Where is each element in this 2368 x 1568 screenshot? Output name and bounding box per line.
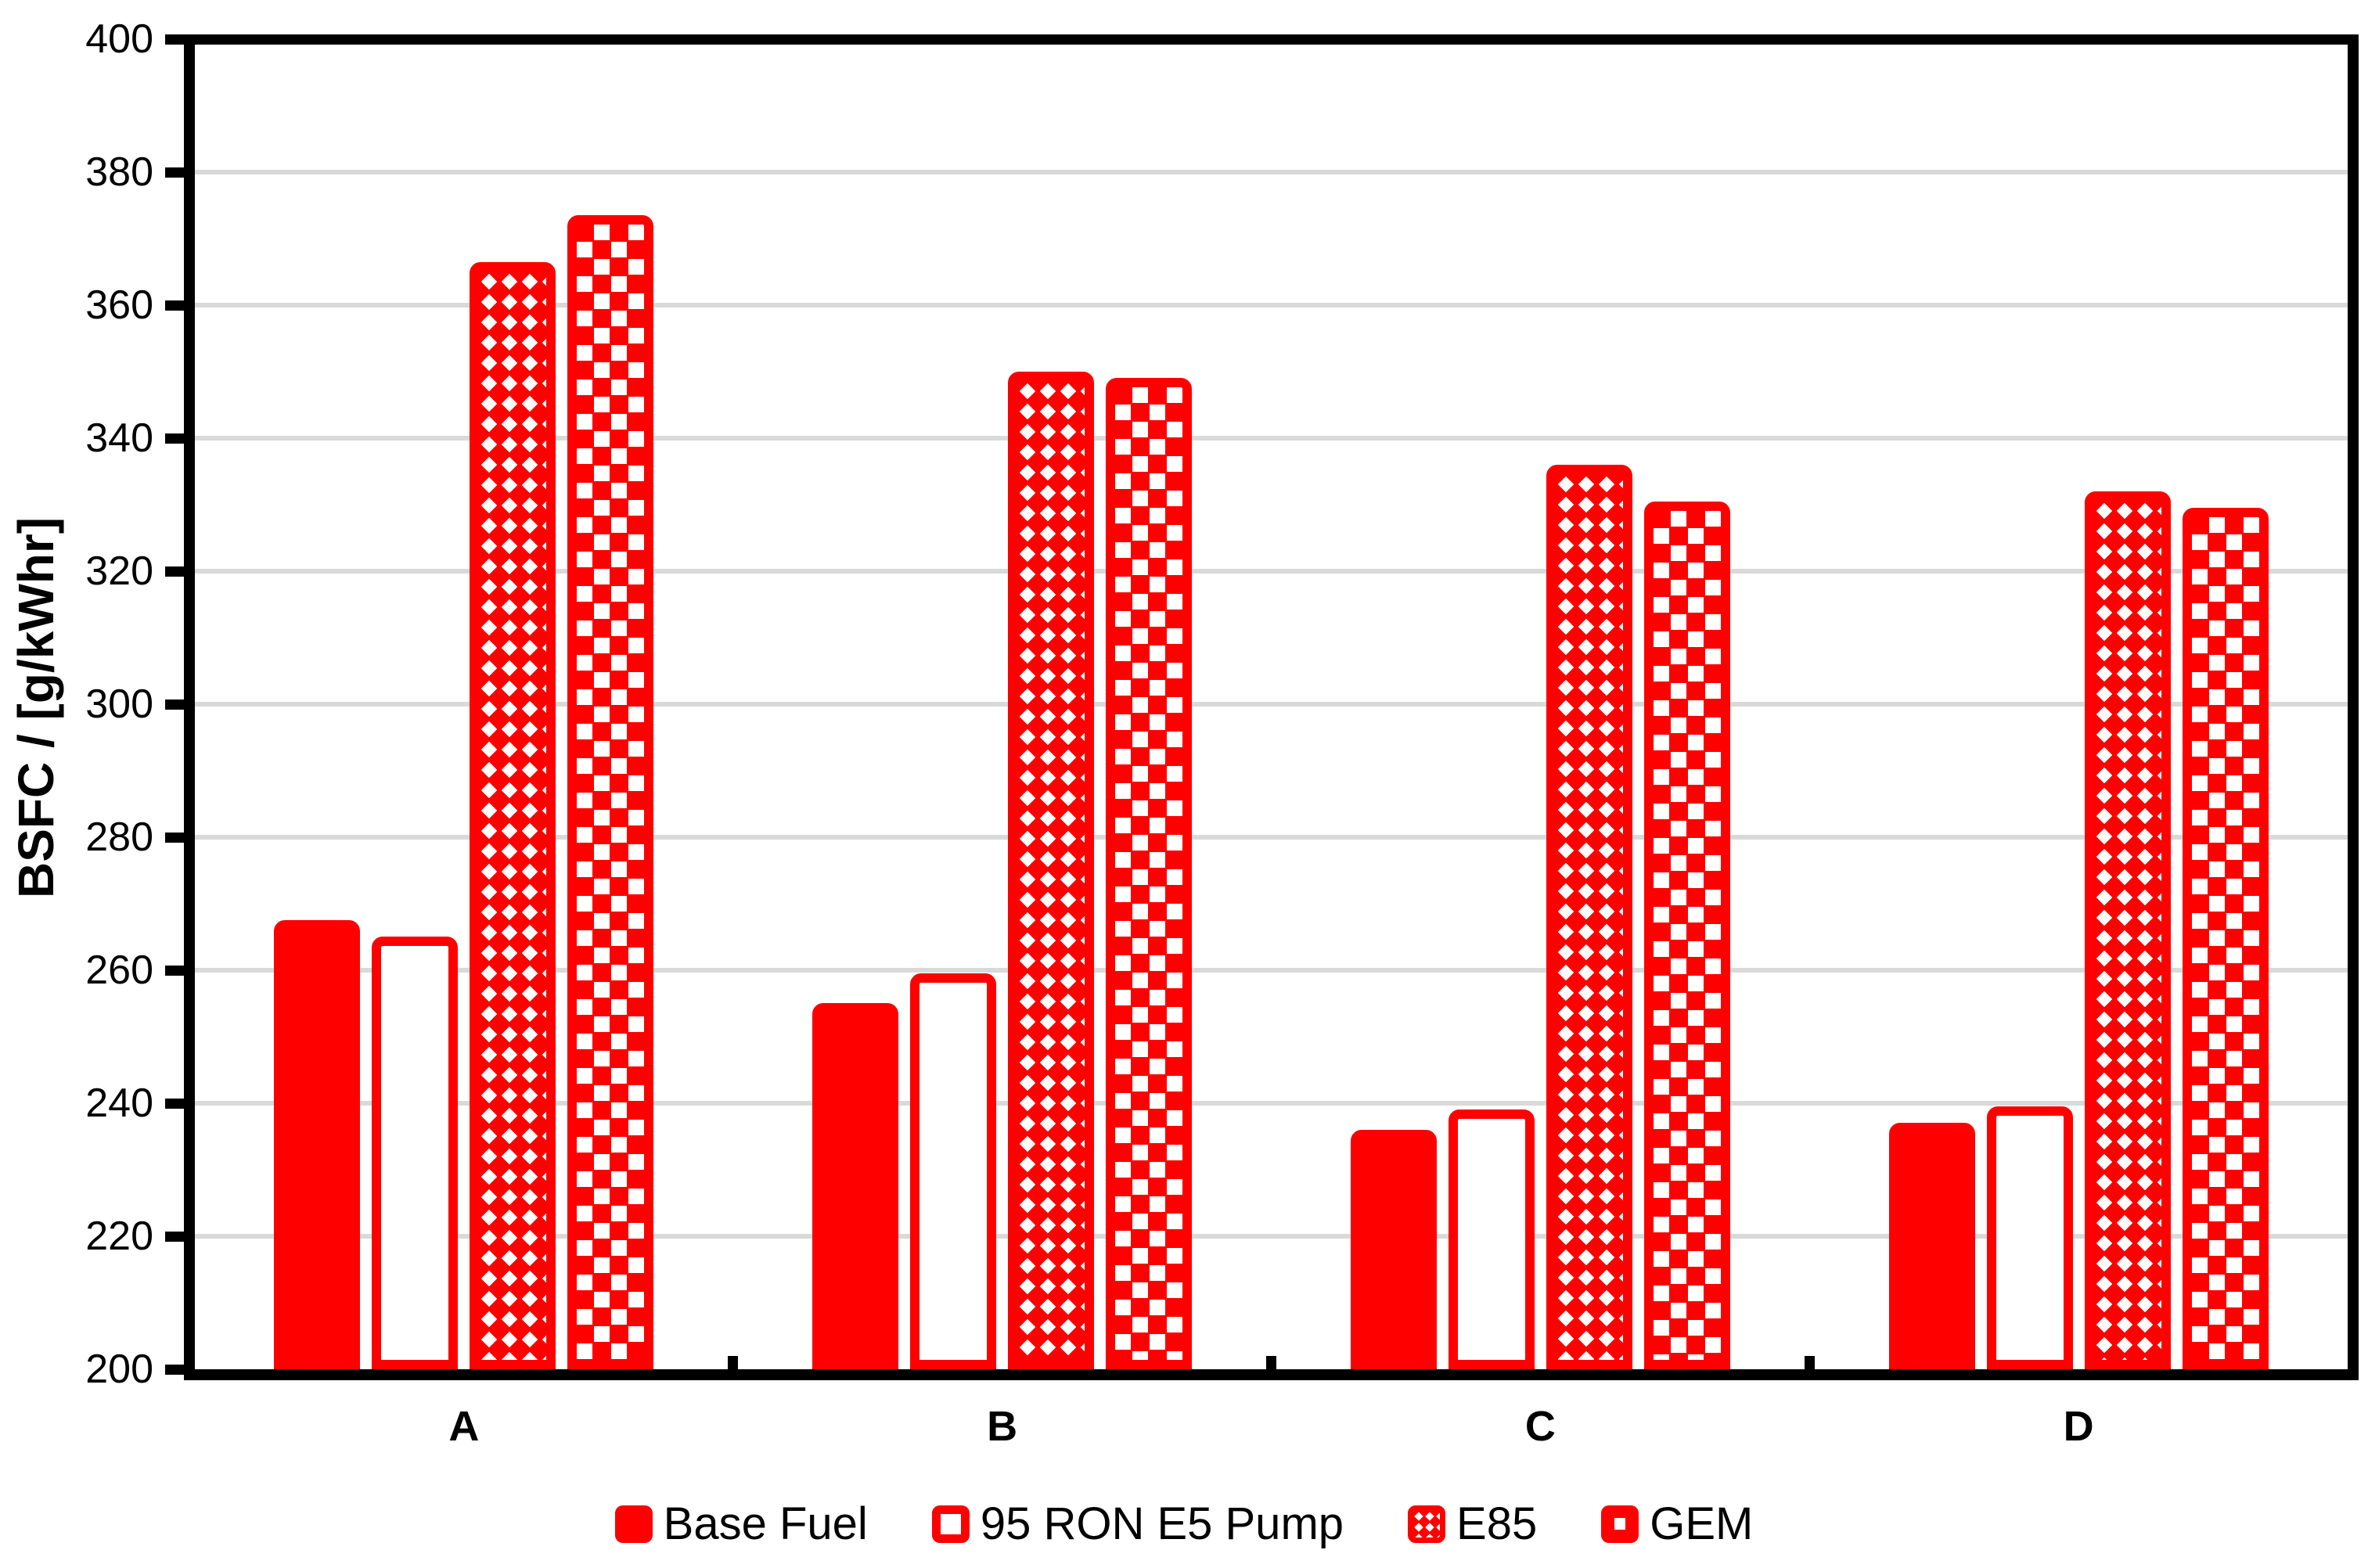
y-tick bbox=[165, 1231, 184, 1242]
bar-dotted-squares-A bbox=[567, 215, 653, 1369]
y-gridline bbox=[195, 569, 2348, 574]
bar-solid-A bbox=[274, 920, 360, 1369]
bar-solid-B bbox=[812, 1003, 898, 1369]
legend-label: E85 bbox=[1456, 1498, 1538, 1549]
bar-dotted-squares-D bbox=[2183, 508, 2269, 1369]
y-tick bbox=[165, 300, 184, 311]
plot-border-right bbox=[2348, 34, 2359, 1380]
y-gridline bbox=[195, 968, 2348, 973]
bar-diagonal-checker-B bbox=[1008, 372, 1094, 1369]
bar-outline-C bbox=[1449, 1109, 1535, 1369]
category-label-d: D bbox=[2063, 1403, 2094, 1450]
category-label-a: A bbox=[448, 1403, 480, 1450]
y-tick bbox=[165, 699, 184, 710]
y-tick bbox=[165, 832, 184, 843]
y-tick-label: 260 bbox=[85, 948, 153, 993]
category-label-b: B bbox=[987, 1403, 1018, 1450]
legend-swatch-icon bbox=[614, 1505, 653, 1543]
y-axis-line bbox=[184, 34, 195, 1380]
y-gridline bbox=[195, 1234, 2348, 1239]
y-tick-label: 320 bbox=[85, 548, 153, 594]
bar-solid-C bbox=[1351, 1130, 1437, 1369]
legend-label: Base Fuel bbox=[663, 1498, 868, 1549]
y-tick-label: 300 bbox=[85, 682, 153, 727]
legend-swatch-icon bbox=[1408, 1505, 1446, 1543]
y-gridline bbox=[195, 170, 2348, 174]
y-tick-label: 360 bbox=[85, 282, 153, 328]
y-tick bbox=[165, 1364, 184, 1375]
bar-solid-D bbox=[1889, 1123, 1975, 1369]
y-tick bbox=[165, 1098, 184, 1109]
y-tick-label: 400 bbox=[85, 16, 153, 62]
y-tick bbox=[165, 433, 184, 444]
y-tick-label: 340 bbox=[85, 415, 153, 461]
legend-swatch-icon bbox=[1601, 1505, 1639, 1543]
y-tick-label: 280 bbox=[85, 815, 153, 860]
x-category-tick bbox=[728, 1356, 739, 1369]
x-category-tick bbox=[1266, 1356, 1276, 1369]
bar-outline-A bbox=[372, 937, 458, 1369]
legend-swatch-icon bbox=[931, 1505, 970, 1543]
bar-dotted-squares-B bbox=[1106, 378, 1192, 1369]
plot-border-top bbox=[184, 34, 2359, 45]
legend-label: GEM bbox=[1650, 1498, 1754, 1549]
category-label-c: C bbox=[1524, 1403, 1556, 1450]
y-tick bbox=[165, 167, 184, 178]
y-gridline bbox=[195, 1101, 2348, 1106]
legend-item-diagonal-checker: E85 bbox=[1408, 1501, 1537, 1547]
bar-diagonal-checker-A bbox=[470, 262, 556, 1369]
y-tick-label: 380 bbox=[85, 149, 153, 195]
x-category-tick bbox=[1804, 1356, 1815, 1369]
y-gridline bbox=[195, 436, 2348, 441]
y-tick-label: 240 bbox=[85, 1081, 153, 1126]
legend: Base Fuel 95 RON E5 Pump E85 GEM bbox=[0, 1496, 2368, 1552]
y-gridline bbox=[195, 303, 2348, 307]
bar-dotted-squares-C bbox=[1644, 502, 1730, 1369]
y-tick-label: 220 bbox=[85, 1214, 153, 1259]
bar-diagonal-checker-C bbox=[1546, 465, 1632, 1369]
y-tick-label: 200 bbox=[85, 1347, 153, 1392]
y-tick bbox=[165, 34, 184, 45]
legend-item-outline: 95 RON E5 Pump bbox=[931, 1498, 1344, 1549]
legend-item-dotted-squares: GEM bbox=[1601, 1501, 1753, 1547]
y-gridline bbox=[195, 702, 2348, 707]
legend-item-solid: Base Fuel bbox=[614, 1498, 868, 1549]
bar-diagonal-checker-D bbox=[2085, 491, 2171, 1369]
y-tick bbox=[165, 566, 184, 577]
bar-outline-B bbox=[910, 973, 996, 1369]
bar-outline-D bbox=[1987, 1106, 2073, 1369]
legend-label: 95 RON E5 Pump bbox=[980, 1498, 1344, 1549]
y-tick bbox=[165, 965, 184, 976]
x-axis-line bbox=[184, 1369, 2359, 1380]
y-gridline bbox=[195, 835, 2348, 840]
